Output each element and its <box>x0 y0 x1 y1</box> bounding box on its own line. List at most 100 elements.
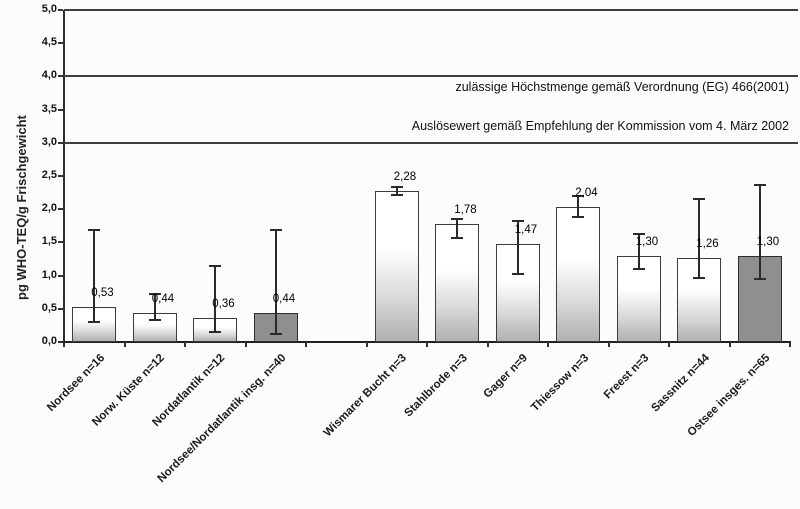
error-bar-cap-bottom <box>269 333 282 336</box>
error-bar <box>516 220 519 274</box>
bar-value-label: 0,44 <box>272 292 296 305</box>
error-bar-cap-top <box>693 197 706 200</box>
y-tick-label: 3,5 <box>41 102 57 115</box>
bar-slot: 1,47 <box>488 10 549 342</box>
x-category-label: Nordsee/Nordatlantik insg. n=40 <box>155 352 289 485</box>
bar-slot: 0,44 <box>246 10 307 342</box>
error-bar-cap-top <box>209 264 222 267</box>
bar-slot: 1,26 <box>669 10 730 342</box>
x-tick-mark <box>244 342 247 347</box>
x-category-label: Wismarer Bucht n=3 <box>321 352 410 440</box>
y-tick-label: 2,0 <box>41 202 57 215</box>
error-bar-cap-top <box>148 293 161 296</box>
x-category-label: Sassnitz n=44 <box>649 352 712 415</box>
y-tick-label: 0,5 <box>41 301 57 314</box>
x-category-label: Stahlbrode n=3 <box>402 352 470 420</box>
y-tick-mark <box>58 208 63 211</box>
error-bar-cap-bottom <box>511 272 524 275</box>
bar-slot: 1,30 <box>609 10 670 342</box>
bar-value-label: 2,04 <box>575 186 598 199</box>
annotation-max-limit: zulässige Höchstmenge gemäß Verordnung (… <box>455 80 789 94</box>
x-tick-mark <box>607 342 610 347</box>
y-tick-label: 5,0 <box>41 3 57 15</box>
bar-slot: 0,36 <box>185 10 246 342</box>
x-category-label: Gager n=9 <box>481 352 531 401</box>
x-tick-mark <box>789 342 791 347</box>
x-category-label: Nordsee n=16 <box>44 352 107 415</box>
reference-line-4 <box>64 75 798 78</box>
x-category-label: Freest n=3 <box>601 352 652 402</box>
error-bar-cap-bottom <box>693 276 706 279</box>
error-bar-cap-bottom <box>209 331 222 334</box>
bar-slot: 1,78 <box>427 10 488 342</box>
y-tick-mark <box>58 341 63 343</box>
y-tick-mark <box>58 108 63 111</box>
bar-value-label: 1,30 <box>756 235 780 248</box>
y-tick-mark <box>58 9 63 11</box>
y-tick-mark <box>58 175 63 177</box>
y-tick-mark <box>58 241 63 244</box>
error-bar-cap-top <box>572 194 585 197</box>
bar-value-label: 0,44 <box>151 292 175 305</box>
error-bar <box>698 198 701 278</box>
error-bar <box>758 185 761 279</box>
error-bar-cap-bottom <box>753 277 766 280</box>
reference-line-5 <box>64 9 798 11</box>
error-bar-cap-top <box>390 185 403 188</box>
error-bar-cap-top <box>511 219 524 222</box>
bar <box>374 190 419 342</box>
error-bar <box>214 265 217 333</box>
y-tick-label: 2,5 <box>41 169 57 181</box>
error-bar-cap-bottom <box>451 236 464 239</box>
bar <box>435 223 480 342</box>
x-category-label: Thiessow n=3 <box>528 352 591 415</box>
y-tick-label: 4,5 <box>41 36 57 49</box>
y-axis-line <box>63 10 65 342</box>
error-bar <box>637 233 640 269</box>
error-bar <box>274 230 277 335</box>
bar-slot: 0,53 <box>64 10 125 342</box>
bar-value-label: 0,36 <box>212 298 235 311</box>
annotation-action-level: Auslösewert gemäß Empfehlung der Kommiss… <box>411 119 789 133</box>
error-bar <box>456 218 459 238</box>
bar-value-label: 0,53 <box>91 286 114 299</box>
x-tick-mark <box>547 342 549 347</box>
error-bar-cap-bottom <box>572 215 585 218</box>
bar-slot: 0,44 <box>125 10 186 342</box>
error-bar-cap-top <box>88 229 101 232</box>
y-tick-label: 1,5 <box>41 235 57 248</box>
y-tick-mark <box>58 42 63 45</box>
y-tick-mark <box>58 75 63 78</box>
error-bar-cap-top <box>451 217 464 220</box>
bar-value-label: 1,47 <box>514 224 538 237</box>
error-bar <box>395 186 398 195</box>
y-tick-label: 0,0 <box>41 335 57 347</box>
error-bar-cap-bottom <box>390 193 403 196</box>
error-bar <box>153 294 156 321</box>
y-tick-label: 4,0 <box>41 69 57 82</box>
x-tick-mark <box>365 342 368 347</box>
y-tick-label: 1,0 <box>41 268 57 281</box>
bar-slot: 1,30 <box>730 10 791 342</box>
error-bar <box>577 195 580 217</box>
x-tick-mark <box>668 342 670 347</box>
bar-slot: 2,04 <box>548 10 609 342</box>
bar <box>616 255 661 342</box>
bar-value-label: 1,26 <box>696 238 719 251</box>
error-bar-cap-bottom <box>88 321 101 324</box>
x-tick-mark <box>486 342 489 347</box>
bar-value-label: 1,78 <box>454 203 477 216</box>
bar-value-label: 1,30 <box>635 235 659 248</box>
bar-slot: 2,28 <box>367 10 428 342</box>
error-bar-cap-top <box>632 232 645 235</box>
y-tick-label: 3,0 <box>41 135 57 148</box>
x-tick-mark <box>305 342 307 347</box>
y-tick-mark <box>58 141 63 144</box>
bar-value-label: 2,28 <box>393 170 417 183</box>
x-tick-mark <box>123 342 126 347</box>
x-tick-mark <box>426 342 428 347</box>
x-tick-mark <box>728 342 731 347</box>
plot-area: 0,53 0,44 0,36 0,44 2,28 1,78 1,47 2,04 1,30 1,26… <box>64 10 790 342</box>
y-tick-mark <box>58 307 63 310</box>
